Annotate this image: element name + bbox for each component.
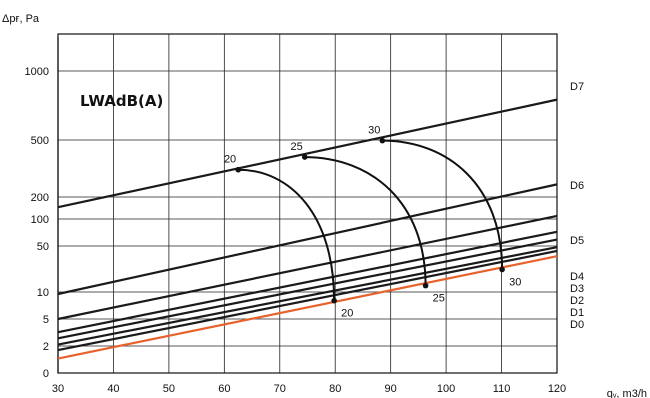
series-line-d0: [57, 255, 558, 360]
series-label-d1: D1: [570, 307, 584, 319]
sound-curve-start-point: [301, 154, 308, 160]
sound-curve-end-point: [499, 266, 505, 273]
y-tick-label: 50: [37, 241, 49, 253]
series-line-d5: [57, 214, 558, 321]
y-tick-label: 0: [43, 368, 49, 380]
y-tick-label: 100: [31, 214, 49, 226]
series-label-d5: D5: [570, 235, 584, 247]
x-axis-label: qᵥ, m3/h: [607, 388, 647, 398]
x-tick-label: 60: [218, 383, 230, 395]
chart-title: LWAdB(A): [80, 92, 163, 110]
series-label-d7: D7: [570, 81, 584, 93]
x-tick-label: 120: [548, 383, 566, 395]
sound-curve-end-point: [422, 282, 429, 289]
series-line-d6: [57, 183, 558, 296]
series-line-d7: [57, 98, 558, 209]
sound-curve-end-label: 25: [433, 293, 445, 305]
sound-curve-20: [238, 168, 336, 301]
x-tick-label: 100: [437, 383, 455, 395]
y-tick-label: 500: [31, 135, 49, 147]
y-tick-label: 10: [37, 287, 49, 299]
x-tick-label: 40: [107, 383, 119, 395]
series-line-d1: [57, 249, 558, 352]
plot-frame: [57, 33, 558, 374]
y-tick-label: 2: [43, 341, 49, 353]
sound-curve-30: [382, 139, 504, 270]
sound-curve-end-point: [331, 297, 337, 304]
series-lines: [57, 98, 558, 360]
x-tick-label: 30: [52, 383, 64, 395]
series-line-d2: [57, 246, 558, 346]
sound-curve-25: [304, 156, 427, 286]
series-label-d4: D4: [570, 271, 584, 283]
sound-curve-start-label: 25: [290, 141, 302, 153]
y-tick-label: 5: [43, 314, 49, 326]
x-tick-label: 90: [385, 383, 397, 395]
x-tick-label: 110: [493, 383, 511, 395]
sound-curve-start-label: 20: [224, 154, 236, 166]
series-label-d6: D6: [570, 180, 584, 192]
series-line-d3: [57, 238, 558, 340]
series-label-d0: D0: [570, 319, 584, 331]
grid: [57, 34, 558, 374]
sound-level-curves: [235, 137, 505, 304]
y-tick-label: 1000: [25, 66, 49, 78]
labels: 30 40 50 60 70 80 90 100 110 12002510501002005001…: [2, 13, 647, 398]
x-tick-label: 80: [329, 383, 341, 395]
y-tick-label: 200: [31, 192, 49, 204]
series-line-d4: [57, 230, 558, 334]
y-axis-label: Δpғ, Pa: [2, 13, 40, 25]
x-tick-label: 50: [163, 383, 175, 395]
sound-curve-end-label: 20: [341, 308, 353, 320]
axes: [57, 33, 558, 374]
sound-curve-start-label: 30: [368, 125, 380, 137]
sound-curve-start-point: [379, 137, 386, 144]
series-label-d3: D3: [570, 283, 584, 295]
x-tick-label: 70: [274, 383, 286, 395]
sound-curve-end-label: 30: [509, 276, 521, 288]
series-label-d2: D2: [570, 295, 584, 307]
sound-curve-start-point: [235, 166, 241, 173]
